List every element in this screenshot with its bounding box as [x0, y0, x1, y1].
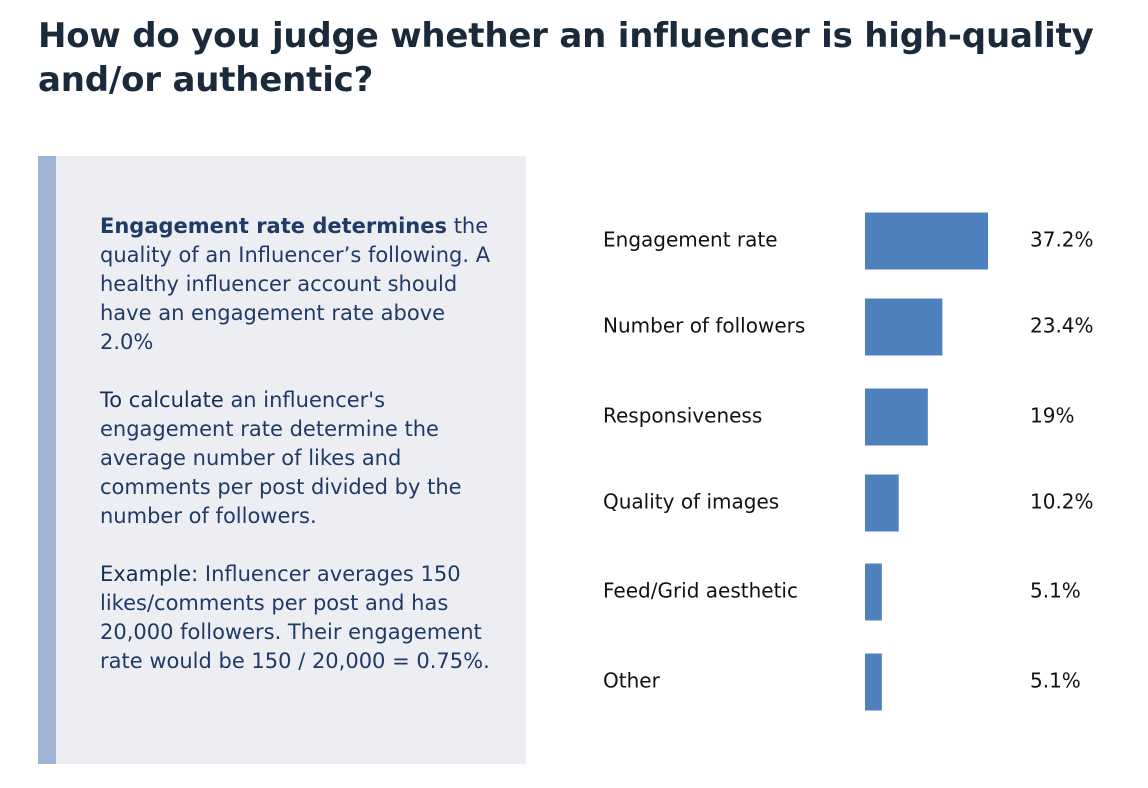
- category-label: Feed/Grid aesthetic: [603, 579, 798, 603]
- panel-paragraph-3: Example: Influencer averages 150 likes/c…: [100, 560, 500, 676]
- bar: [865, 212, 988, 270]
- bar: [865, 653, 882, 711]
- bar: [865, 298, 943, 356]
- panel-paragraph-1-lead: Engagement rate determines: [100, 214, 448, 238]
- panel-paragraph-3-lead: Example:: [100, 562, 199, 586]
- panel-paragraph-1-body: the quality of an Influencer’s following…: [100, 214, 491, 354]
- value-label: 23.4%: [1030, 314, 1094, 338]
- panel-text: Engagement rate determines the quality o…: [100, 212, 500, 705]
- panel-paragraph-2: To calculate an influencer's engagement …: [100, 386, 500, 531]
- value-label: 10.2%: [1030, 490, 1094, 514]
- category-label: Number of followers: [603, 314, 805, 338]
- chart-title: How do you judge whether an influencer i…: [38, 16, 1094, 100]
- category-label: Quality of images: [603, 490, 779, 514]
- bar: [865, 474, 899, 532]
- category-label: Responsiveness: [603, 404, 762, 428]
- bar-chart: Engagement rate 37.2% Number of followers 2…: [600, 195, 1130, 735]
- bar: [865, 563, 882, 621]
- panel-paragraph-2-body: an influencer's engagement rate determin…: [100, 388, 462, 528]
- bar-chart-svg: Engagement rate 37.2% Number of followers 2…: [603, 212, 1094, 711]
- panel-paragraph-2-lead: To calculate: [100, 388, 224, 412]
- panel-accent-bar: [38, 156, 56, 764]
- value-label: 19%: [1030, 404, 1074, 428]
- value-label: 5.1%: [1030, 579, 1081, 603]
- panel-paragraph-1: Engagement rate determines the quality o…: [100, 212, 500, 357]
- category-label: Other: [603, 669, 661, 693]
- value-label: 37.2%: [1030, 228, 1094, 252]
- panel-paragraph-3-body: Influencer averages 150 likes/comments p…: [100, 562, 490, 673]
- category-label: Engagement rate: [603, 228, 778, 252]
- value-label: 5.1%: [1030, 669, 1081, 693]
- info-panel: Engagement rate determines the quality o…: [38, 156, 526, 764]
- bar: [865, 388, 928, 446]
